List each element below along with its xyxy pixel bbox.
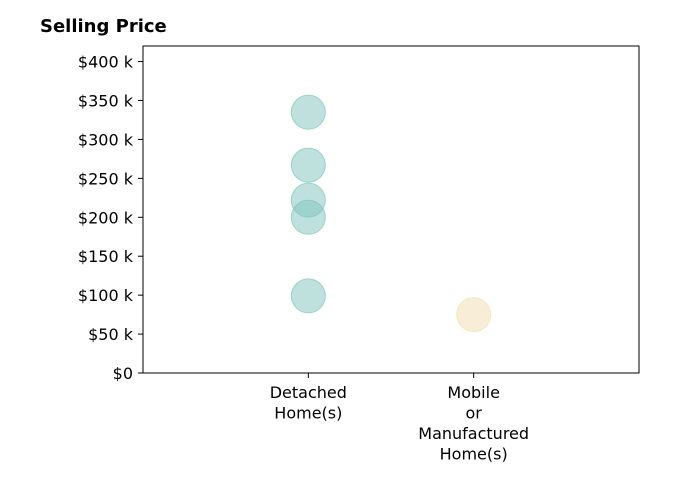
data-point: [290, 147, 326, 183]
y-tick-label: $400 k: [78, 53, 134, 72]
data-point: [290, 199, 326, 235]
plot-area-frame: [142, 45, 640, 374]
y-tick-label: $100 k: [78, 286, 134, 305]
y-tick-label: $150 k: [78, 247, 134, 266]
data-point: [290, 94, 326, 130]
y-tick-label: $300 k: [78, 130, 134, 149]
y-tick-label: $250 k: [78, 169, 134, 188]
chart-title: Selling Price: [40, 16, 167, 37]
x-tick-label: Mobile or Manufactured Home(s): [418, 383, 529, 464]
data-point: [456, 297, 492, 333]
y-tick-label: $50 k: [88, 325, 134, 344]
y-tick-label: $0: [113, 364, 133, 383]
x-tick-label: Detached Home(s): [270, 383, 347, 423]
data-point: [290, 278, 326, 314]
y-tick-label: $200 k: [78, 208, 134, 227]
y-tick-label: $350 k: [78, 92, 134, 111]
